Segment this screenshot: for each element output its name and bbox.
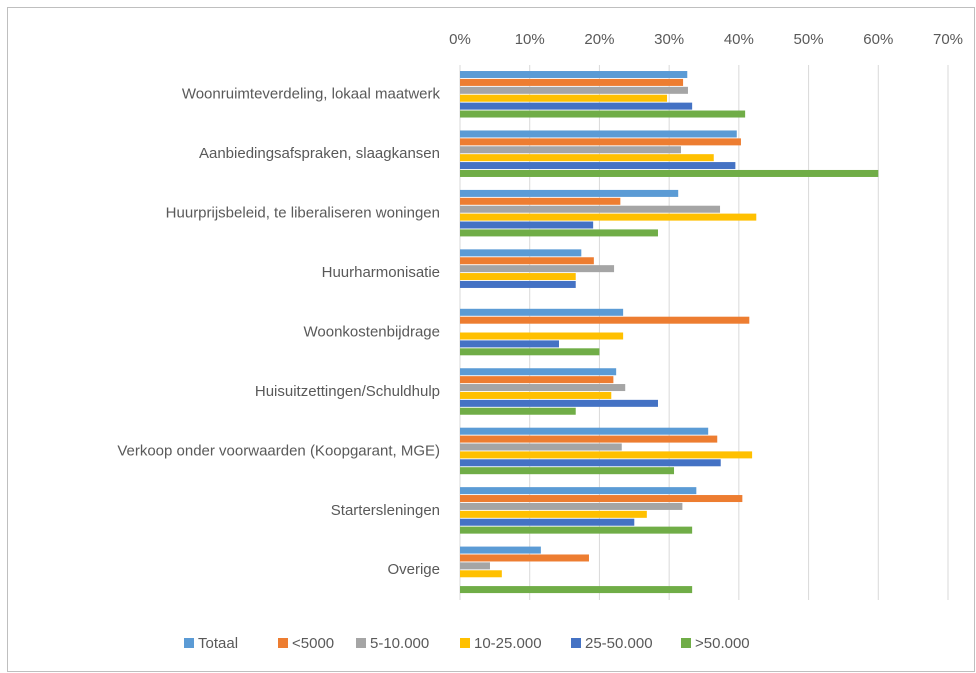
legend-label: Totaal xyxy=(198,635,238,652)
x-tick-label: 70% xyxy=(933,31,963,48)
bar xyxy=(460,308,624,316)
bar xyxy=(460,384,626,392)
bar xyxy=(460,249,582,257)
bar xyxy=(460,146,681,154)
bar xyxy=(460,273,576,281)
bar xyxy=(460,546,541,554)
y-tick-label: Woonkostenbijdrage xyxy=(304,323,440,340)
bar xyxy=(460,459,721,467)
y-tick-label: Woonruimteverdeling, lokaal maatwerk xyxy=(182,86,441,103)
bar xyxy=(460,562,490,570)
bar xyxy=(460,280,576,288)
bar xyxy=(460,205,721,213)
legend-label: >50.000 xyxy=(695,635,750,652)
bar xyxy=(460,376,614,384)
bar xyxy=(460,391,612,399)
bar xyxy=(460,71,688,79)
bar xyxy=(460,102,693,110)
bar xyxy=(460,130,737,138)
bar xyxy=(460,526,693,534)
bar xyxy=(460,502,683,510)
legend-swatch xyxy=(184,638,194,648)
legend-label: 25-50.000 xyxy=(585,635,653,652)
bar xyxy=(460,189,679,197)
bar xyxy=(460,154,714,162)
bar xyxy=(460,435,718,443)
bar xyxy=(460,221,594,229)
bar xyxy=(460,586,693,594)
bar xyxy=(460,316,750,324)
bar xyxy=(460,213,757,221)
bar xyxy=(460,467,675,475)
bar xyxy=(460,332,624,340)
legend-label: 10-25.000 xyxy=(474,635,542,652)
bar xyxy=(460,110,746,118)
legend-swatch xyxy=(356,638,366,648)
bar xyxy=(460,443,622,451)
bar xyxy=(460,348,600,356)
y-tick-label: Aanbiedingsafspraken, slaagkansen xyxy=(199,145,440,162)
legend-swatch xyxy=(278,638,288,648)
bar xyxy=(460,510,647,518)
bar xyxy=(460,368,617,376)
bar xyxy=(460,94,668,102)
bar xyxy=(460,554,589,562)
y-tick-label: Verkoop onder voorwaarden (Koopgarant, M… xyxy=(117,442,440,459)
y-tick-label: Huurharmonisatie xyxy=(322,264,440,281)
bar xyxy=(460,407,576,415)
bar xyxy=(460,487,697,495)
bar xyxy=(460,570,502,578)
x-tick-label: 60% xyxy=(863,31,893,48)
bar xyxy=(460,495,743,503)
bar xyxy=(460,427,709,435)
legend-swatch xyxy=(571,638,581,648)
bar xyxy=(460,197,621,205)
x-tick-label: 20% xyxy=(584,31,614,48)
x-tick-label: 0% xyxy=(449,31,471,48)
y-tick-label: Startersleningen xyxy=(331,502,440,519)
bar xyxy=(460,86,688,94)
bar xyxy=(460,78,684,86)
x-tick-label: 50% xyxy=(794,31,824,48)
y-tick-label: Huisuitzettingen/Schuldhulp xyxy=(255,383,440,400)
y-tick-label: Huurprijsbeleid, te liberaliseren woning… xyxy=(166,205,440,222)
bar xyxy=(460,340,559,348)
bar xyxy=(460,257,594,265)
bar xyxy=(460,265,615,273)
bar xyxy=(460,162,736,170)
legend-label: <5000 xyxy=(292,635,334,652)
bar xyxy=(460,451,753,459)
x-tick-label: 10% xyxy=(515,31,545,48)
legend-swatch xyxy=(460,638,470,648)
y-tick-label: Overige xyxy=(387,561,440,578)
bar xyxy=(460,169,879,177)
legend-swatch xyxy=(681,638,691,648)
bar xyxy=(460,399,658,407)
x-tick-label: 30% xyxy=(654,31,684,48)
legend-label: 5-10.000 xyxy=(370,635,429,652)
bar xyxy=(460,138,741,146)
bar xyxy=(460,229,658,237)
bar xyxy=(460,518,635,526)
x-tick-label: 40% xyxy=(724,31,754,48)
